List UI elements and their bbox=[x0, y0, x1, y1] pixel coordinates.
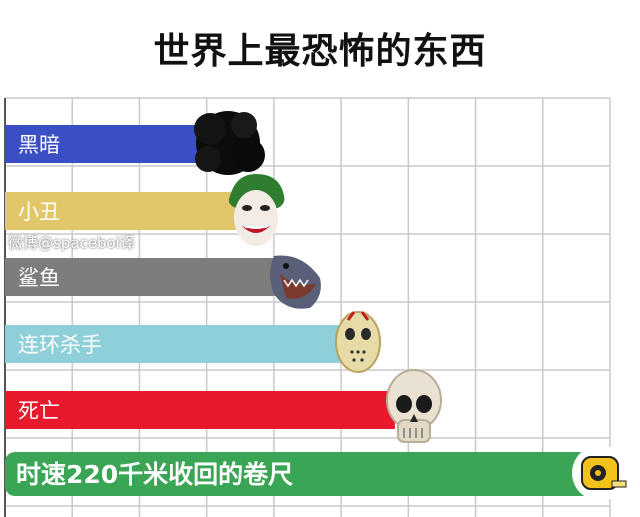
hockey-mask-icon bbox=[335, 311, 381, 373]
bar-label-6: 时速220千米收回的卷尺 bbox=[16, 460, 293, 489]
bar-5 bbox=[5, 391, 395, 429]
bar-4 bbox=[5, 325, 342, 363]
bar-label-1: 黑暗 bbox=[18, 133, 60, 157]
tape-measure-icon bbox=[572, 445, 628, 501]
bar-3 bbox=[5, 258, 281, 296]
bar-label-3: 鲨鱼 bbox=[18, 266, 60, 290]
skull-icon bbox=[386, 369, 442, 443]
bar-label-5: 死亡 bbox=[18, 399, 60, 423]
bar-label-2: 小丑 bbox=[18, 200, 60, 224]
black-smoke-icon bbox=[194, 111, 265, 175]
icons-group bbox=[194, 111, 628, 501]
bar-1 bbox=[5, 125, 207, 163]
bar-2 bbox=[5, 192, 247, 230]
chart-title: 世界上最恐怖的东西 bbox=[153, 31, 487, 72]
watermark: 微博@spaceboi译 bbox=[8, 234, 135, 252]
bar-6 bbox=[5, 452, 610, 496]
joker-icon bbox=[228, 174, 285, 246]
shark-icon bbox=[270, 255, 321, 309]
bars-group bbox=[5, 125, 610, 496]
bar-label-4: 连环杀手 bbox=[18, 333, 102, 357]
